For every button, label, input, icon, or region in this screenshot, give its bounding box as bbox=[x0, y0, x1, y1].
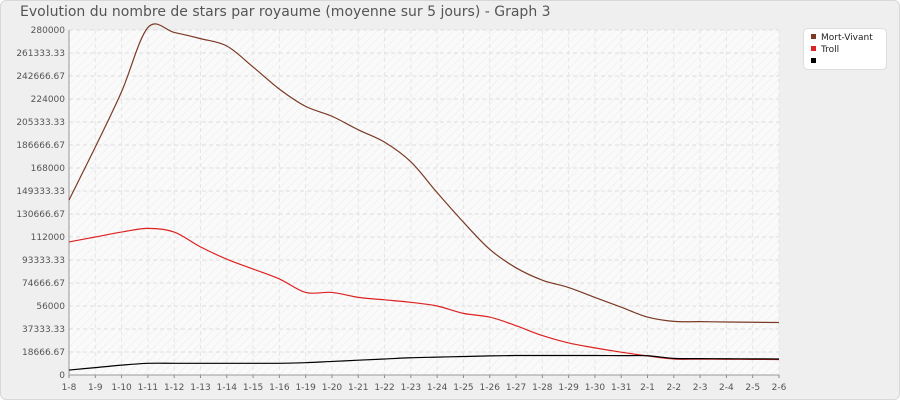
y-tick-label: 74666.67 bbox=[22, 279, 65, 289]
y-tick-label: 186666.67 bbox=[16, 141, 65, 151]
y-tick-label: 37333.33 bbox=[22, 325, 65, 335]
y-tick-label: 56000 bbox=[36, 302, 65, 312]
chart-title: Evolution du nombre de stars par royaume… bbox=[20, 4, 551, 20]
x-tick-label: 1-8 bbox=[62, 383, 77, 393]
y-tick-label: 242666.67 bbox=[16, 72, 65, 82]
y-tick-label: 280000 bbox=[31, 26, 66, 36]
x-tick-label: 1-30 bbox=[585, 383, 606, 393]
y-tick-label: 130666.67 bbox=[16, 210, 65, 220]
legend: Mort-Vivant Troll bbox=[803, 28, 887, 70]
x-tick-label: 1-22 bbox=[374, 383, 394, 393]
y-tick-label: 261333.33 bbox=[16, 49, 65, 59]
x-tick-label: 1-19 bbox=[295, 383, 316, 393]
x-tick-label: 1-10 bbox=[111, 383, 132, 393]
x-tick-label: 2-6 bbox=[772, 383, 787, 393]
legend-item-mort-vivant: Mort-Vivant bbox=[811, 32, 873, 44]
x-tick-label: 2-3 bbox=[693, 383, 708, 393]
legend-item-troll: Troll bbox=[811, 44, 839, 56]
x-tick-label: 1-11 bbox=[138, 383, 158, 393]
x-tick-label: 1-21 bbox=[348, 383, 368, 393]
legend-label: Troll bbox=[821, 45, 840, 55]
legend-swatch bbox=[811, 46, 816, 51]
legend-item-unnamed bbox=[811, 56, 821, 68]
x-tick-label: 1-23 bbox=[401, 383, 421, 393]
x-tick-label: 2-5 bbox=[745, 383, 760, 393]
x-tick-label: 1-13 bbox=[190, 383, 210, 393]
y-tick-label: 149333.33 bbox=[16, 187, 65, 197]
y-tick-label: 18666.67 bbox=[22, 348, 65, 358]
x-tick-label: 1-31 bbox=[611, 383, 631, 393]
y-tick-label: 205333.33 bbox=[16, 118, 65, 128]
x-tick-label: 1-27 bbox=[506, 383, 526, 393]
legend-swatch bbox=[811, 34, 816, 39]
y-tick-label: 0 bbox=[59, 371, 65, 381]
legend-label: Mort-Vivant bbox=[821, 33, 873, 43]
x-tick-label: 1-29 bbox=[558, 383, 579, 393]
y-tick-label: 168000 bbox=[31, 164, 66, 174]
series-line-unnamed bbox=[68, 354, 780, 371]
x-tick-label: 1-14 bbox=[217, 383, 238, 393]
y-tick-label: 93333.33 bbox=[22, 256, 65, 266]
x-tick-label: 1-12 bbox=[164, 383, 184, 393]
x-tick-label: 2-2 bbox=[666, 383, 681, 393]
legend-swatch bbox=[811, 58, 816, 63]
x-tick-label: 2-4 bbox=[719, 383, 734, 393]
x-tick-label: 1-20 bbox=[322, 383, 343, 393]
x-tick-label: 1-26 bbox=[480, 383, 501, 393]
x-tick-label: 1-15 bbox=[243, 383, 263, 393]
plot-area-hatch bbox=[69, 30, 779, 375]
x-tick-label: 2-1 bbox=[640, 383, 655, 393]
series-line-mort-vivant bbox=[68, 23, 780, 324]
x-tick-label: 1-9 bbox=[88, 383, 103, 393]
x-tick-label: 1-16 bbox=[269, 383, 290, 393]
x-tick-label: 1-24 bbox=[427, 383, 448, 393]
x-tick-label: 1-25 bbox=[453, 383, 473, 393]
x-tick-label: 1-28 bbox=[532, 383, 553, 393]
y-tick-label: 112000 bbox=[31, 233, 66, 243]
y-tick-label: 224000 bbox=[31, 95, 66, 105]
